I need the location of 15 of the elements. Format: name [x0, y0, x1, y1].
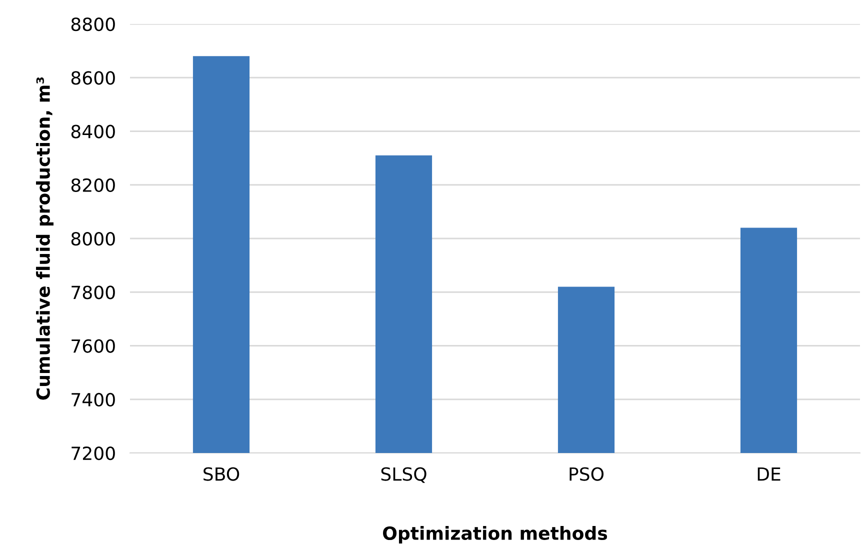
y-tick-label: 8000 — [71, 232, 115, 246]
y-axis-title: Cumulative fluid production, m³ — [36, 77, 54, 400]
x-tick-label: SBO — [204, 467, 240, 481]
x-axis-title: Optimization methods — [383, 526, 608, 544]
y-tick-label: 8800 — [71, 17, 115, 32]
y-tick-label: 8400 — [71, 124, 115, 138]
x-tick-label: PSO — [570, 467, 604, 481]
x-tick-label: DE — [758, 467, 780, 481]
x-tick-label: SLSQ — [381, 467, 426, 483]
y-tick-label: 7800 — [72, 286, 115, 300]
y-tick-label: 7200 — [72, 446, 115, 460]
y-tick-label: 7600 — [72, 339, 115, 353]
y-tick-label: 8600 — [71, 71, 115, 85]
y-tick-label: 8200 — [71, 178, 115, 192]
y-tick-label: 7400 — [72, 392, 115, 406]
